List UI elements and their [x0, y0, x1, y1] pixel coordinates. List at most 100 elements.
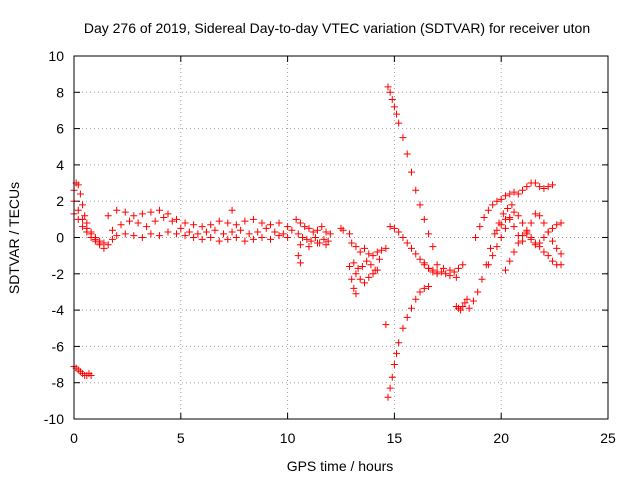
- data-point: [531, 241, 539, 249]
- data-point: [527, 219, 535, 227]
- y-axis-label: SDTVAR / TECUs: [6, 182, 22, 294]
- series-rise-upper: [472, 179, 556, 241]
- data-point: [548, 181, 556, 189]
- data-point: [506, 190, 514, 198]
- data-point: [412, 250, 420, 258]
- data-point: [224, 219, 232, 227]
- data-point: [173, 215, 181, 223]
- data-point: [224, 235, 232, 243]
- data-point: [497, 221, 505, 229]
- chart-title: Day 276 of 2019, Sidereal Day-to-day VTE…: [84, 20, 590, 36]
- data-point: [228, 206, 236, 214]
- data-point: [514, 190, 522, 198]
- data-point: [318, 223, 326, 231]
- data-point: [386, 223, 394, 231]
- data-point: [540, 234, 548, 241]
- data-point: [305, 224, 313, 232]
- data-point: [501, 215, 509, 223]
- data-point: [113, 206, 121, 214]
- data-point: [322, 241, 330, 249]
- data-point: [288, 226, 296, 234]
- series-dip-18: [452, 295, 471, 314]
- tick-labels: 0 5 10 15 20 25 -10 -8 -6 -4 -2 0 2 4 6 8 10: [44, 48, 616, 446]
- data-point: [311, 234, 319, 241]
- data-point: [108, 226, 116, 234]
- data-point: [399, 324, 407, 332]
- series-steep-ascending: [384, 283, 433, 401]
- series-arc-negative-start: [70, 362, 95, 379]
- data-point: [104, 241, 112, 249]
- data-point: [510, 208, 518, 216]
- data-point: [87, 371, 95, 379]
- data-point: [536, 183, 544, 191]
- data-point: [134, 219, 142, 227]
- data-point: [425, 283, 433, 291]
- data-point: [487, 244, 495, 252]
- data-point: [220, 230, 228, 238]
- data-point: [348, 239, 356, 247]
- data-point: [147, 230, 155, 238]
- data-point: [489, 252, 497, 260]
- data-point: [403, 313, 411, 321]
- data-point: [356, 248, 364, 256]
- data-point: [403, 239, 411, 247]
- data-point: [446, 266, 454, 274]
- data-point: [130, 232, 138, 240]
- x-tick-label: 15: [387, 430, 403, 446]
- data-point: [275, 219, 283, 227]
- data-point: [510, 223, 518, 231]
- data-point: [469, 297, 477, 305]
- data-point: [463, 295, 471, 303]
- data-point: [407, 168, 415, 176]
- data-point: [510, 188, 518, 196]
- data-point: [499, 210, 507, 218]
- data-point: [267, 221, 275, 229]
- data-point: [299, 234, 307, 241]
- data-point: [540, 184, 548, 192]
- data-point: [352, 290, 360, 298]
- data-point: [390, 224, 398, 232]
- data-point: [360, 244, 368, 252]
- data-point: [506, 214, 514, 222]
- data-point: [96, 239, 104, 247]
- data-point: [493, 243, 501, 251]
- series-trough-16-18: [420, 259, 467, 281]
- data-point: [523, 183, 531, 191]
- data-point: [527, 235, 535, 243]
- data-point: [544, 183, 552, 191]
- x-tick-label: 20: [493, 430, 509, 446]
- data-point: [215, 237, 223, 245]
- data-point: [416, 201, 424, 209]
- data-point: [202, 228, 210, 236]
- data-point: [506, 257, 514, 265]
- y-tick-label: 0: [56, 230, 64, 246]
- data-point: [177, 224, 185, 232]
- data-point: [126, 217, 134, 225]
- data-point: [437, 268, 445, 276]
- y-tick-label: 2: [56, 193, 64, 209]
- data-point: [307, 237, 315, 245]
- data-point: [365, 250, 373, 258]
- data-point: [548, 237, 556, 245]
- data-point: [74, 206, 82, 214]
- y-tick-label: -6: [52, 338, 65, 354]
- data-point: [181, 219, 189, 227]
- data-point: [382, 244, 390, 252]
- data-point: [121, 208, 129, 216]
- series-band-upper: [104, 206, 292, 231]
- data-point: [557, 261, 565, 269]
- data-point: [373, 248, 381, 256]
- data-point: [484, 206, 492, 214]
- y-tick-label: 4: [56, 157, 64, 173]
- data-point: [459, 261, 467, 269]
- data-point: [104, 212, 112, 220]
- data-point: [452, 273, 460, 281]
- data-point: [519, 219, 527, 227]
- series-band-middle: [108, 214, 296, 238]
- series-arc-start-low: [70, 197, 104, 247]
- data-point: [375, 255, 383, 263]
- data-points: [70, 83, 565, 401]
- data-point: [296, 259, 304, 267]
- data-point: [294, 252, 302, 260]
- data-point: [519, 186, 527, 194]
